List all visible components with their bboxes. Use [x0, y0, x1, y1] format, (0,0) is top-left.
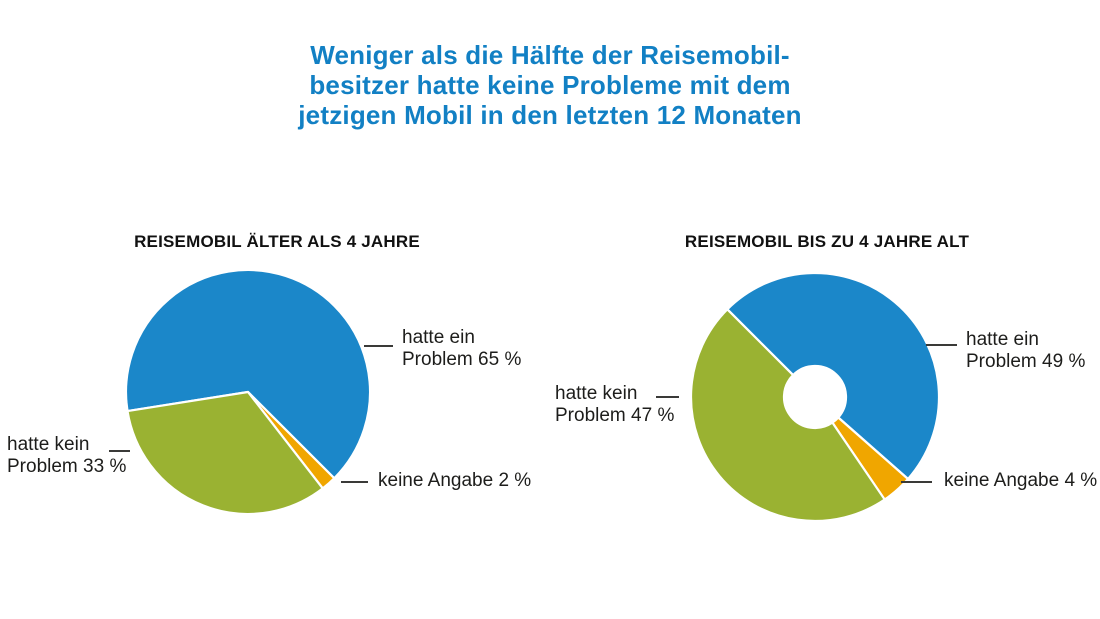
label-hatte-kein-problem-47: hatte kein Problem 47 % — [555, 383, 674, 427]
label-line: Problem 33 % — [7, 456, 127, 477]
label-hatte-ein-problem-49: hatte ein Problem 49 % — [966, 329, 1085, 373]
label-line: Problem 65 % — [402, 349, 522, 370]
label-line: hatte kein — [7, 434, 90, 455]
leader-line — [901, 481, 932, 483]
label-keine-angabe-4: keine Angabe 4 % — [944, 470, 1097, 492]
main-title: Weniger als die Hälfte der Reisemobil- b… — [0, 40, 1100, 130]
pie-slice-hatte-kein-problem — [689, 308, 886, 523]
label-line: Problem 49 % — [966, 351, 1086, 372]
main-title-line-3: jetzigen Mobil in den letzten 12 Monaten — [298, 100, 802, 130]
label-line: hatte ein — [966, 329, 1039, 350]
pie-slice-hatte-ein-problem — [726, 271, 941, 481]
leader-line — [109, 450, 130, 452]
label-line: hatte kein — [555, 383, 638, 404]
leader-line — [341, 481, 368, 483]
label-line: keine Angabe 4 % — [944, 470, 1098, 491]
chart-title-older-than-4-years: REISEMOBIL ÄLTER ALS 4 JAHRE — [134, 232, 420, 251]
donut-chart-up-to-4-years — [689, 271, 941, 523]
chart-title-up-to-4-years: REISEMOBIL BIS ZU 4 JAHRE ALT — [684, 232, 970, 251]
label-hatte-kein-problem-33: hatte kein Problem 33 % — [7, 434, 126, 478]
label-line: Problem 47 % — [555, 405, 675, 426]
label-line: keine Angabe 2 % — [378, 470, 532, 491]
leader-line — [656, 396, 679, 398]
leader-line — [364, 345, 393, 347]
pie-slice-hatte-ein-problem — [124, 268, 372, 480]
label-line: hatte ein — [402, 327, 475, 348]
main-title-line-2: besitzer hatte keine Probleme mit dem — [309, 70, 791, 100]
label-keine-angabe-2: keine Angabe 2 % — [378, 470, 531, 492]
label-hatte-ein-problem-65: hatte ein Problem 65 % — [402, 327, 521, 371]
main-title-line-1: Weniger als die Hälfte der Reisemobil- — [310, 40, 790, 70]
pie-chart-older-than-4-years — [124, 268, 372, 516]
leader-line — [926, 344, 957, 346]
pie-slice-hatte-kein-problem — [126, 390, 324, 516]
